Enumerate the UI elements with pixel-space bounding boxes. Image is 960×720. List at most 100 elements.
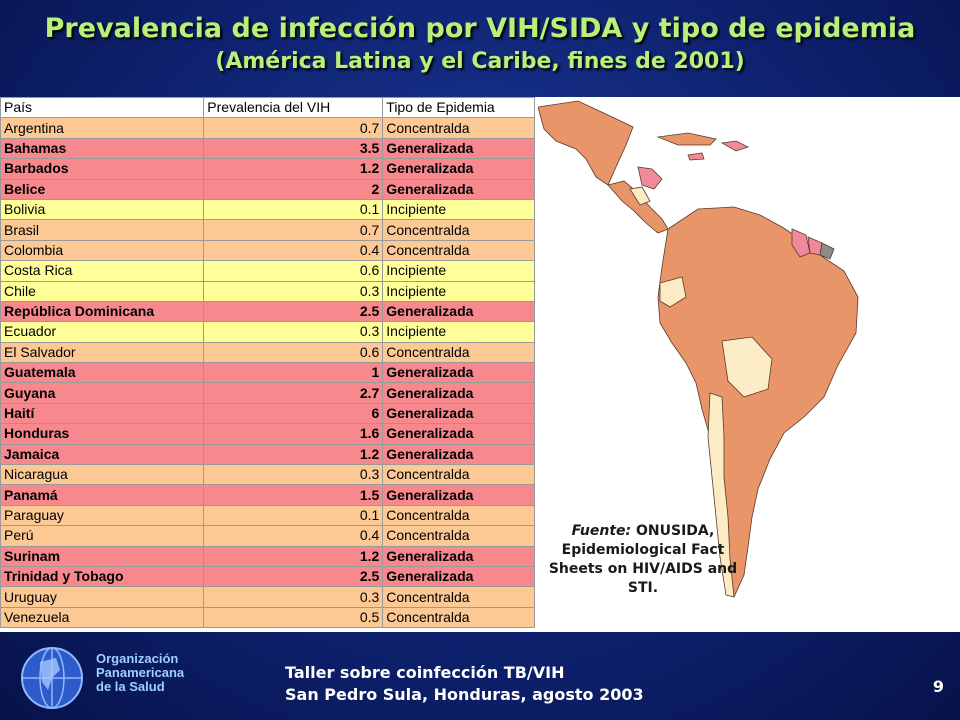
slide-title: Prevalencia de infección por VIH/SIDA y …: [44, 13, 916, 44]
source-note: Fuente: ONUSIDA, Epidemiological Fact Sh…: [538, 522, 748, 598]
cell-prevalence: 0.1: [203, 198, 384, 221]
map-suriname: [807, 236, 823, 256]
cell-epidemic-type: Concentralda: [382, 504, 535, 527]
map-cuba: [656, 132, 717, 146]
paho-globe-logo: [18, 644, 86, 712]
cell-country: Surinam: [0, 545, 205, 567]
table-row: Colombia 0.4 Concentralda: [0, 239, 535, 262]
latin-america-map: [537, 97, 960, 632]
table-row: Haití 6 Generalizada: [0, 402, 535, 425]
map-chile: [707, 392, 735, 598]
table-row: Paraguay 0.1 Concentralda: [0, 504, 535, 527]
cell-epidemic-type: Generalizada: [382, 565, 535, 588]
table-row: El Salvador 0.6 Concentralda: [0, 341, 535, 364]
table-header-row: País Prevalencia del VIH Tipo de Epidemi…: [0, 96, 535, 119]
cell-prevalence: 0.3: [203, 464, 384, 486]
cell-country: Perú: [0, 525, 205, 547]
map-nicaragua: [629, 186, 651, 206]
org-line-3: de la Salud: [96, 679, 165, 694]
table-row: Trinidad y Tobago 2.5 Generalizada: [0, 565, 535, 588]
cell-prevalence: 1.2: [203, 443, 384, 466]
cell-country: Brasil: [0, 219, 205, 241]
map-guyana: [791, 228, 811, 258]
cell-country: Chile: [0, 280, 205, 302]
table-row: Surinam 1.2 Generalizada: [0, 545, 535, 567]
header-prevalence: Prevalencia del VIH: [203, 96, 384, 119]
cell-prevalence: 0.3: [203, 586, 384, 608]
prevalence-table-panel: País Prevalencia del VIH Tipo de Epidemi…: [0, 96, 538, 632]
cell-epidemic-type: Generalizada: [382, 402, 535, 425]
cell-epidemic-type: Generalizada: [382, 137, 535, 160]
table-row: Belice 2 Generalizada: [0, 178, 535, 200]
cell-prevalence: 0.5: [203, 606, 384, 629]
cell-country: Uruguay: [0, 586, 205, 608]
cell-country: Guatemala: [0, 362, 205, 384]
cell-country: Costa Rica: [0, 260, 205, 282]
cell-epidemic-type: Concentralda: [382, 606, 535, 629]
cell-country: Paraguay: [0, 504, 205, 527]
cell-prevalence: 2: [203, 178, 384, 200]
table-row: Chile 0.3 Incipiente: [0, 280, 535, 302]
cell-country: El Salvador: [0, 341, 205, 364]
cell-country: Guyana: [0, 382, 205, 404]
footer-event: Taller sobre coinfección TB/VIH San Pedr…: [285, 662, 644, 706]
cell-country: Trinidad y Tobago: [0, 565, 205, 588]
table-row: Bolivia 0.1 Incipiente: [0, 198, 535, 221]
table-row: Venezuela 0.5 Concentralda: [0, 606, 535, 629]
slide-subtitle: (América Latina y el Caribe, fines de 20…: [215, 49, 745, 74]
cell-country: Colombia: [0, 239, 205, 262]
cell-epidemic-type: Incipiente: [382, 260, 535, 282]
cell-prevalence: 1.2: [203, 158, 384, 180]
table-row: República Dominicana 2.5 Generalizada: [0, 300, 535, 323]
map-mexico: [537, 100, 634, 186]
table-row: Brasil 0.7 Concentralda: [0, 219, 535, 241]
cell-prevalence: 2.5: [203, 565, 384, 588]
cell-prevalence: 0.4: [203, 525, 384, 547]
cell-epidemic-type: Generalizada: [382, 178, 535, 200]
cell-epidemic-type: Generalizada: [382, 300, 535, 323]
cell-country: Ecuador: [0, 321, 205, 343]
cell-epidemic-type: Generalizada: [382, 158, 535, 180]
footer-line-2: San Pedro Sula, Honduras, agosto 2003: [285, 685, 644, 704]
cell-country: Jamaica: [0, 443, 205, 466]
org-line-2: Panamericana: [96, 665, 185, 680]
table-row: Panamá 1.5 Generalizada: [0, 484, 535, 506]
source-label: Fuente:: [571, 523, 632, 539]
table-row: Guatemala 1 Generalizada: [0, 362, 535, 384]
table-row: Argentina 0.7 Concentralda: [0, 117, 535, 139]
footer-line-1: Taller sobre coinfección TB/VIH: [285, 663, 565, 682]
cell-prevalence: 2.7: [203, 382, 384, 404]
org-line-1: Organización: [96, 651, 179, 666]
table-row: Bahamas 3.5 Generalizada: [0, 137, 535, 160]
header-epidemic-type: Tipo de Epidemia: [382, 96, 535, 119]
cell-epidemic-type: Generalizada: [382, 423, 535, 445]
cell-prevalence: 2.5: [203, 300, 384, 323]
cell-epidemic-type: Incipiente: [382, 198, 535, 221]
cell-prevalence: 0.6: [203, 260, 384, 282]
cell-country: Venezuela: [0, 606, 205, 629]
cell-prevalence: 3.5: [203, 137, 384, 160]
table-row: Jamaica 1.2 Generalizada: [0, 443, 535, 466]
organization-name: Organización Panamericana de la Salud: [96, 652, 184, 694]
cell-prevalence: 0.6: [203, 341, 384, 364]
cell-prevalence: 1: [203, 362, 384, 384]
table-row: Uruguay 0.3 Concentralda: [0, 586, 535, 608]
table-row: Barbados 1.2 Generalizada: [0, 158, 535, 180]
map-french-guiana: [819, 242, 835, 260]
table-row: Perú 0.4 Concentralda: [0, 525, 535, 547]
cell-country: Honduras: [0, 423, 205, 445]
cell-epidemic-type: Incipiente: [382, 280, 535, 302]
cell-country: Belice: [0, 178, 205, 200]
cell-country: Argentina: [0, 117, 205, 139]
cell-prevalence: 0.4: [203, 239, 384, 262]
cell-epidemic-type: Generalizada: [382, 545, 535, 567]
globe-icon: [21, 647, 83, 709]
table-row: Nicaragua 0.3 Concentralda: [0, 464, 535, 486]
cell-prevalence: 0.7: [203, 219, 384, 241]
cell-prevalence: 0.1: [203, 504, 384, 527]
cell-epidemic-type: Concentralda: [382, 464, 535, 486]
cell-epidemic-type: Concentralda: [382, 117, 535, 139]
cell-prevalence: 6: [203, 402, 384, 425]
map-jamaica: [687, 152, 705, 161]
map-ecuador: [659, 276, 687, 308]
